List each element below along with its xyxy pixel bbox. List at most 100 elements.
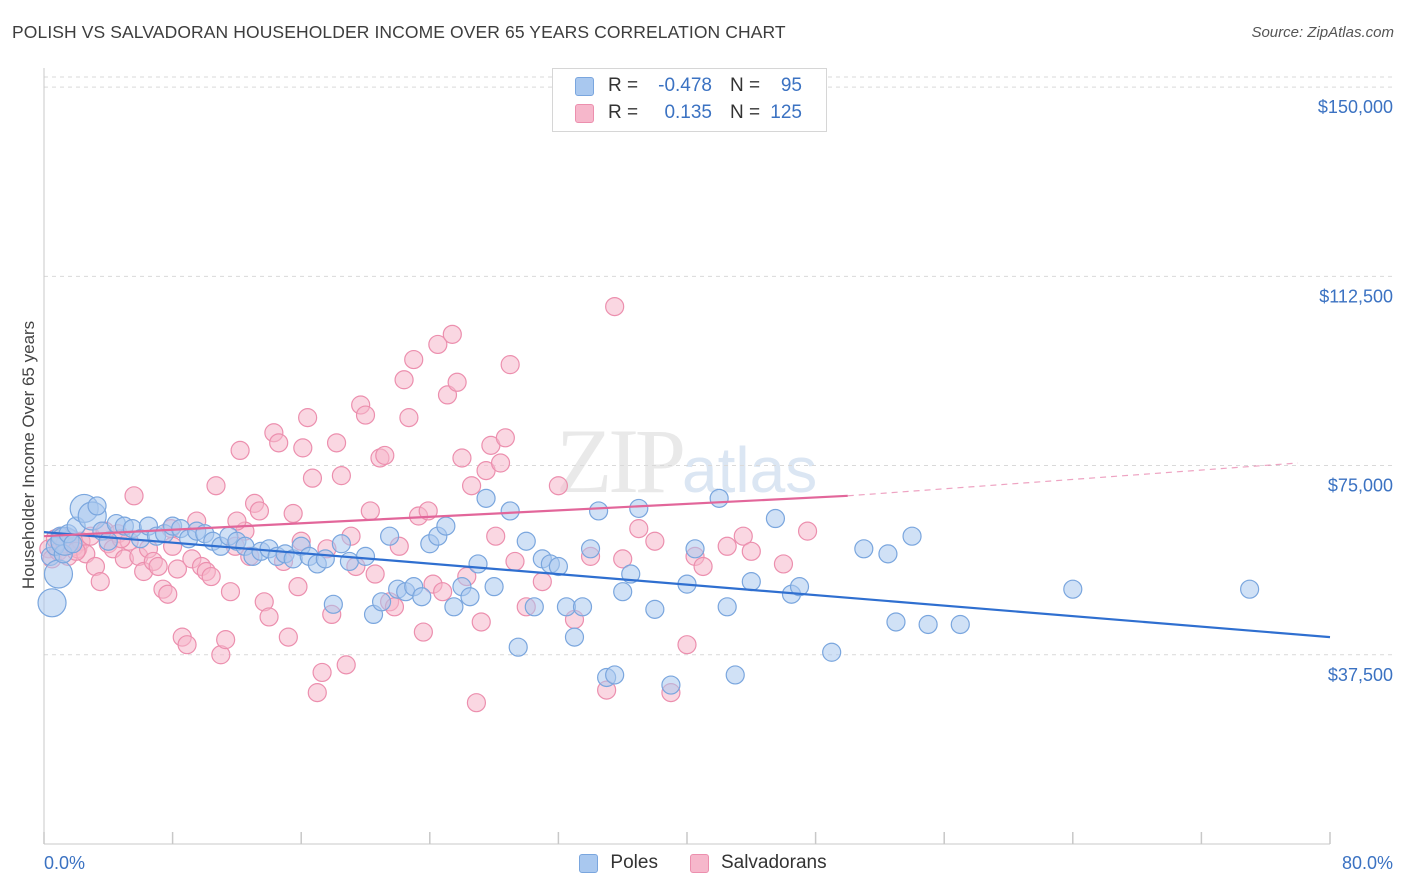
poles-swatch (579, 853, 599, 873)
salvadorans-swatch (575, 103, 594, 123)
legend-label-poles: Poles (610, 852, 658, 873)
salvadorans-point (148, 556, 168, 577)
salvadorans-point (167, 559, 188, 579)
legend-r-value: -0.478 (658, 75, 712, 96)
salvadorans-point (307, 683, 327, 703)
salvadorans-point (741, 541, 761, 561)
salvadorans-point (428, 334, 448, 355)
salvadorans-point (278, 627, 298, 647)
poles-point (315, 549, 335, 569)
poles-point (765, 508, 786, 529)
poles-point (661, 675, 681, 695)
salvadorans-point (206, 476, 226, 496)
salvadorans-swatch (689, 853, 709, 873)
poles-point (854, 539, 874, 559)
salvadorans-point (693, 556, 713, 577)
salvadorans-point (433, 582, 453, 602)
salvadorans-point (461, 476, 482, 496)
poles-point (355, 546, 376, 566)
salvadorans-point (394, 370, 414, 390)
poles-point (621, 564, 641, 584)
salvadorans-point (331, 466, 351, 486)
poles-point (500, 501, 520, 521)
poles-point (725, 665, 745, 685)
salvadorans-point (326, 433, 347, 453)
poles-point (645, 599, 665, 619)
poles-point (412, 587, 432, 607)
legend-r-label: R = (608, 102, 639, 123)
legend-row-salvadorans: R = 0.135 N = 125 (575, 101, 802, 125)
salvadorans-point (124, 486, 144, 506)
salvadorans-point (216, 630, 236, 650)
salvadorans-point (645, 531, 665, 551)
legend-n-label: N = (730, 102, 761, 123)
salvadorans-point (490, 453, 511, 473)
salvadorans-point (442, 324, 462, 344)
poles-point (63, 534, 83, 554)
legend-r-label: R = (608, 75, 639, 96)
poles-point (444, 597, 464, 617)
poles-point (741, 572, 761, 592)
y-tick-label: $112,500 (1319, 286, 1393, 306)
axis-labels: $37,500 $75,000 $112,500 $150,000 0.0% 80.0% H… (19, 97, 1393, 873)
poles-point (371, 592, 392, 612)
poles-point (789, 577, 810, 597)
salvadorans-point (486, 526, 506, 546)
salvadorans-point (220, 582, 241, 602)
poles-point (43, 559, 74, 589)
salvadorans-point (505, 551, 525, 572)
poles-point (878, 544, 898, 564)
salvadorans-point (158, 584, 178, 604)
salvadorans-point (365, 564, 385, 584)
poles-trend-line (43, 531, 1331, 639)
salvadorans-point (312, 662, 332, 683)
y-tick-label: $37,500 (1328, 665, 1393, 685)
salvadorans-point (230, 440, 250, 461)
salvadorans-point (797, 521, 818, 541)
salvadorans-point (375, 445, 395, 466)
salvadorans-point (466, 693, 487, 713)
poles-point (572, 597, 593, 617)
salvadorans-point (404, 349, 424, 370)
poles-point (380, 526, 400, 546)
watermark-atlas: atlas (682, 434, 818, 506)
salvadorans-points (39, 296, 818, 713)
salvadorans-point (677, 635, 697, 655)
salvadorans-point (532, 572, 552, 592)
salvadorans-point (413, 622, 433, 642)
salvadorans-point (447, 372, 467, 392)
poles-point (822, 642, 842, 662)
salvadorans-point (613, 549, 633, 569)
poles-point (548, 556, 569, 577)
chart-title: POLISH VS SALVADORAN HOUSEHOLDER INCOME … (12, 22, 786, 42)
poles-point (468, 554, 488, 574)
salvadorans-point (500, 355, 520, 375)
legend-item-salvadorans: Salvadorans (689, 852, 827, 874)
series-legend: Poles Salvadorans (0, 852, 1406, 874)
salvadorans-point (418, 501, 438, 521)
trend-lines (43, 462, 1331, 639)
y-axis-title: Householder Income Over 65 years (19, 321, 38, 589)
salvadorans-point (452, 448, 472, 468)
y-tick-label: $75,000 (1328, 476, 1393, 496)
poles-point (476, 488, 496, 508)
salvadorans-point (302, 468, 323, 488)
poles-point (37, 588, 67, 618)
poles-point (918, 614, 938, 635)
poles-point (580, 539, 601, 559)
salvadorans-point (269, 433, 289, 453)
poles-point (556, 597, 577, 617)
salvadorans-point (201, 566, 221, 587)
salvadorans-point (548, 476, 569, 496)
poles-point (516, 531, 536, 551)
salvadorans-point (495, 428, 515, 448)
poles-point (1063, 579, 1083, 599)
salvadorans-point (293, 438, 313, 458)
legend-row-poles: R = -0.478 N = 95 (575, 74, 802, 98)
salvadorans-point (259, 607, 279, 627)
poles-point (1240, 579, 1260, 599)
watermark-zip: ZIP (556, 410, 686, 512)
poles-point (685, 539, 705, 559)
poles-point (323, 594, 343, 614)
